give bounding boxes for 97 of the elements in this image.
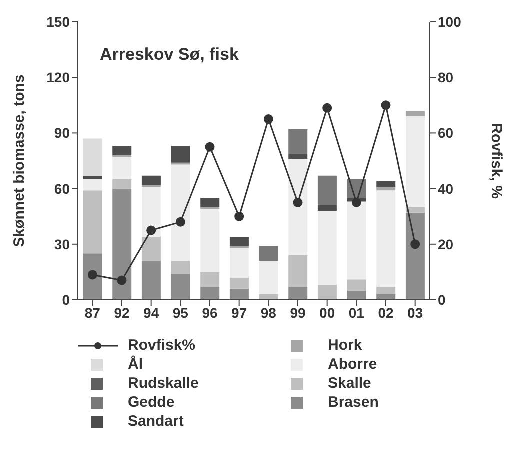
bar [376,181,396,187]
y2-tick-label: 0 [438,292,446,308]
bar [288,287,308,300]
bar [376,287,396,294]
legend-label: Skalle [328,375,372,392]
y2-axis-title: Rovfisk, % [488,123,505,199]
x-tick-label: 98 [260,304,277,321]
bar [200,287,220,300]
x-tick-label: 97 [232,304,248,321]
bar [171,146,190,163]
bar [347,280,366,291]
bar [112,146,132,156]
bar [83,138,102,176]
y-axis-title: Skønnet biomasse, tons [11,74,28,248]
y2-tick-label: 80 [438,70,454,86]
bar [406,116,425,208]
bar [171,164,190,262]
point [234,212,244,222]
bar [142,261,161,300]
bar [347,290,366,300]
bar [288,129,308,154]
legend-label: Gedde [128,394,175,411]
bar [259,294,278,300]
bar [288,159,308,256]
legend-label: Ål [128,356,143,373]
legend-label: Hork [328,337,362,354]
bar [200,272,220,288]
x-tick-label: 96 [202,304,218,321]
bar [318,211,337,286]
point [410,240,420,250]
bar [230,248,249,278]
bar [112,157,132,180]
point [381,100,391,110]
bar [406,212,425,300]
bar [230,236,249,246]
y-tick-label: 60 [54,180,70,197]
bar [406,110,425,117]
x-tick-label: 92 [114,304,130,321]
bar [83,180,102,191]
y-tick-label: 120 [46,70,70,86]
bar [376,190,396,288]
bar [376,294,396,300]
point [264,114,274,124]
point [322,103,332,113]
bar [259,246,278,262]
point [88,270,98,280]
bar [259,261,278,294]
y2-tick-label: 100 [438,14,462,30]
point [146,226,156,236]
bar [230,278,249,289]
bar [318,176,337,206]
bar [200,209,220,272]
legend-label: Rovfisk% [128,337,196,354]
bar [83,254,102,300]
y-tick-label: 90 [54,125,70,142]
y2-tick-label: 60 [438,125,454,142]
legend-label: Brasen [328,394,379,411]
y-tick-label: 30 [54,236,70,252]
legend-label: Sandart [128,413,184,430]
point [352,198,362,208]
bar [406,207,425,213]
bar [83,176,102,180]
bar [200,198,220,208]
bar [83,190,102,254]
point [205,142,215,152]
bar [171,274,190,300]
x-tick-label: 02 [378,304,394,321]
x-tick-label: 94 [144,304,160,321]
bar [142,186,161,237]
point [293,198,303,208]
x-tick-label: 87 [84,304,101,321]
bar [112,180,132,189]
point [176,217,186,227]
bar [171,261,190,274]
bar [288,154,308,160]
x-tick-label: 00 [320,304,336,321]
y-tick-label: 0 [62,292,70,308]
bar [112,188,132,300]
bar [142,236,161,262]
y2-tick-label: 40 [438,180,454,197]
bar [318,205,337,212]
bar [376,186,396,191]
x-tick-label: 01 [348,304,365,321]
text: Arreskov Sø, fisk [100,45,240,64]
y-tick-label: 150 [46,14,70,30]
y2-tick-label: 20 [438,236,454,252]
x-tick-label: 95 [172,304,189,321]
bar [230,288,249,300]
legend-label: Aborre [328,356,378,373]
bar [318,285,337,300]
bar [142,176,161,186]
x-tick-label: 99 [290,304,306,321]
legend-label: Rudskalle [128,375,199,392]
bar [288,256,308,288]
x-tick-label: 03 [408,304,424,321]
point [117,276,127,286]
bar [347,202,366,280]
